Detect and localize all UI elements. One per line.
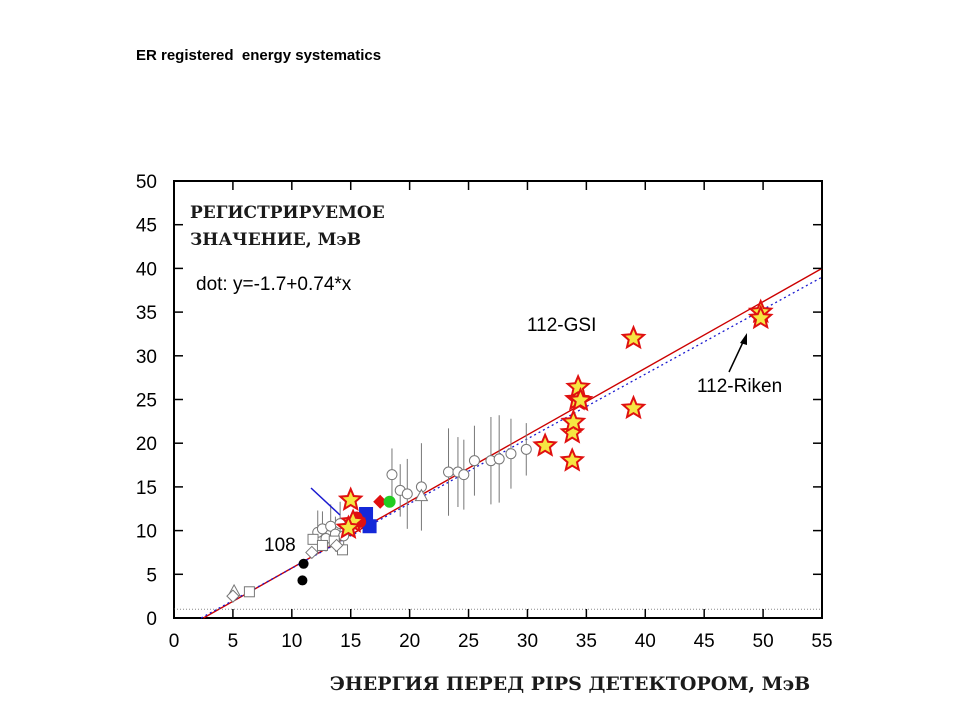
y-tick-label: 5 <box>146 565 157 586</box>
x-tick-label: 0 <box>169 631 180 652</box>
annotation-108: 108 <box>264 535 296 556</box>
fit-equation: dot: y=-1.7+0.74*x <box>196 274 352 295</box>
star-marker <box>747 304 774 330</box>
x-tick-label: 25 <box>458 631 479 652</box>
y-tick-labels: 0 5 10 15 20 25 30 35 40 45 50 <box>136 172 157 630</box>
red-diamond-marker <box>373 494 388 509</box>
y-tick-label: 15 <box>136 478 157 499</box>
x-tick-label: 50 <box>753 631 774 652</box>
star-marker <box>559 447 586 472</box>
open-diamond-marker <box>226 589 240 603</box>
star-marker <box>532 432 559 457</box>
open-circle-marker <box>505 448 517 460</box>
y-tick-label: 0 <box>146 609 157 630</box>
x-tick-labels: 0 5 10 15 20 25 30 35 40 45 50 55 <box>169 631 833 652</box>
black-dot-marker <box>298 558 309 569</box>
data-markers <box>226 298 774 603</box>
y-tick-label: 45 <box>136 216 157 237</box>
open-square-marker <box>243 586 255 598</box>
open-circle-marker <box>386 469 398 481</box>
fit-line-blue-dotted <box>200 276 823 619</box>
open-circle-marker <box>493 453 505 465</box>
open-circle-marker <box>458 469 470 481</box>
open-circle-marker <box>443 466 455 478</box>
y-axis-label-line2: ЗНАЧЕНИЕ, МэВ <box>190 230 361 250</box>
y-tick-label: 30 <box>136 347 157 368</box>
x-tick-label: 45 <box>694 631 715 652</box>
star-marker <box>560 408 587 434</box>
open-square-marker <box>307 533 319 545</box>
y-tick-label: 25 <box>136 391 157 412</box>
fit-lines <box>174 267 823 619</box>
star-marker <box>337 486 364 511</box>
y-tick-label: 50 <box>136 172 157 193</box>
y-axis-label-line1: РЕГИСТРИРУЕМОЕ <box>190 203 385 223</box>
x-tick-label: 10 <box>281 631 302 652</box>
x-tick-label: 30 <box>517 631 538 652</box>
y-tick-label: 10 <box>136 522 157 543</box>
x-axis-label: ЭНЕРГИЯ ПЕРЕД PIPS ДЕТЕКТОРОМ, МэВ <box>330 673 811 695</box>
riken-arrow <box>728 339 745 373</box>
open-circle-marker <box>520 443 532 455</box>
open-circle-marker <box>468 455 480 467</box>
x-tick-label: 35 <box>576 631 597 652</box>
slide-title: ER registered energy systematics <box>136 47 382 64</box>
x-tick-label: 15 <box>340 631 361 652</box>
axis-ticks <box>173 180 823 619</box>
star-marker <box>335 514 362 539</box>
green-circle-marker <box>383 495 396 508</box>
star-marker <box>620 394 647 420</box>
annotation-112-riken: 112-Riken <box>697 376 782 397</box>
star-marker <box>567 386 594 412</box>
blue-arrow <box>310 487 341 516</box>
y-tick-label: 40 <box>136 259 157 280</box>
x-tick-label: 5 <box>228 631 239 652</box>
x-tick-label: 55 <box>811 631 832 652</box>
annotation-112-gsi: 112-GSI <box>527 315 596 336</box>
y-tick-label: 35 <box>136 303 157 324</box>
black-dot-marker <box>297 575 308 586</box>
open-diamond-marker <box>329 538 344 553</box>
x-tick-label: 40 <box>635 631 656 652</box>
open-diamond-marker <box>305 545 319 560</box>
star-marker <box>620 324 647 350</box>
open-square-marker <box>316 539 328 551</box>
star-marker <box>565 373 592 399</box>
y-tick-label: 20 <box>136 434 157 455</box>
riken-arrowhead <box>740 333 747 345</box>
open-triangle-marker <box>414 488 429 502</box>
x-tick-label: 20 <box>399 631 420 652</box>
open-circle-marker <box>401 488 413 500</box>
fit-line-red <box>203 267 823 619</box>
